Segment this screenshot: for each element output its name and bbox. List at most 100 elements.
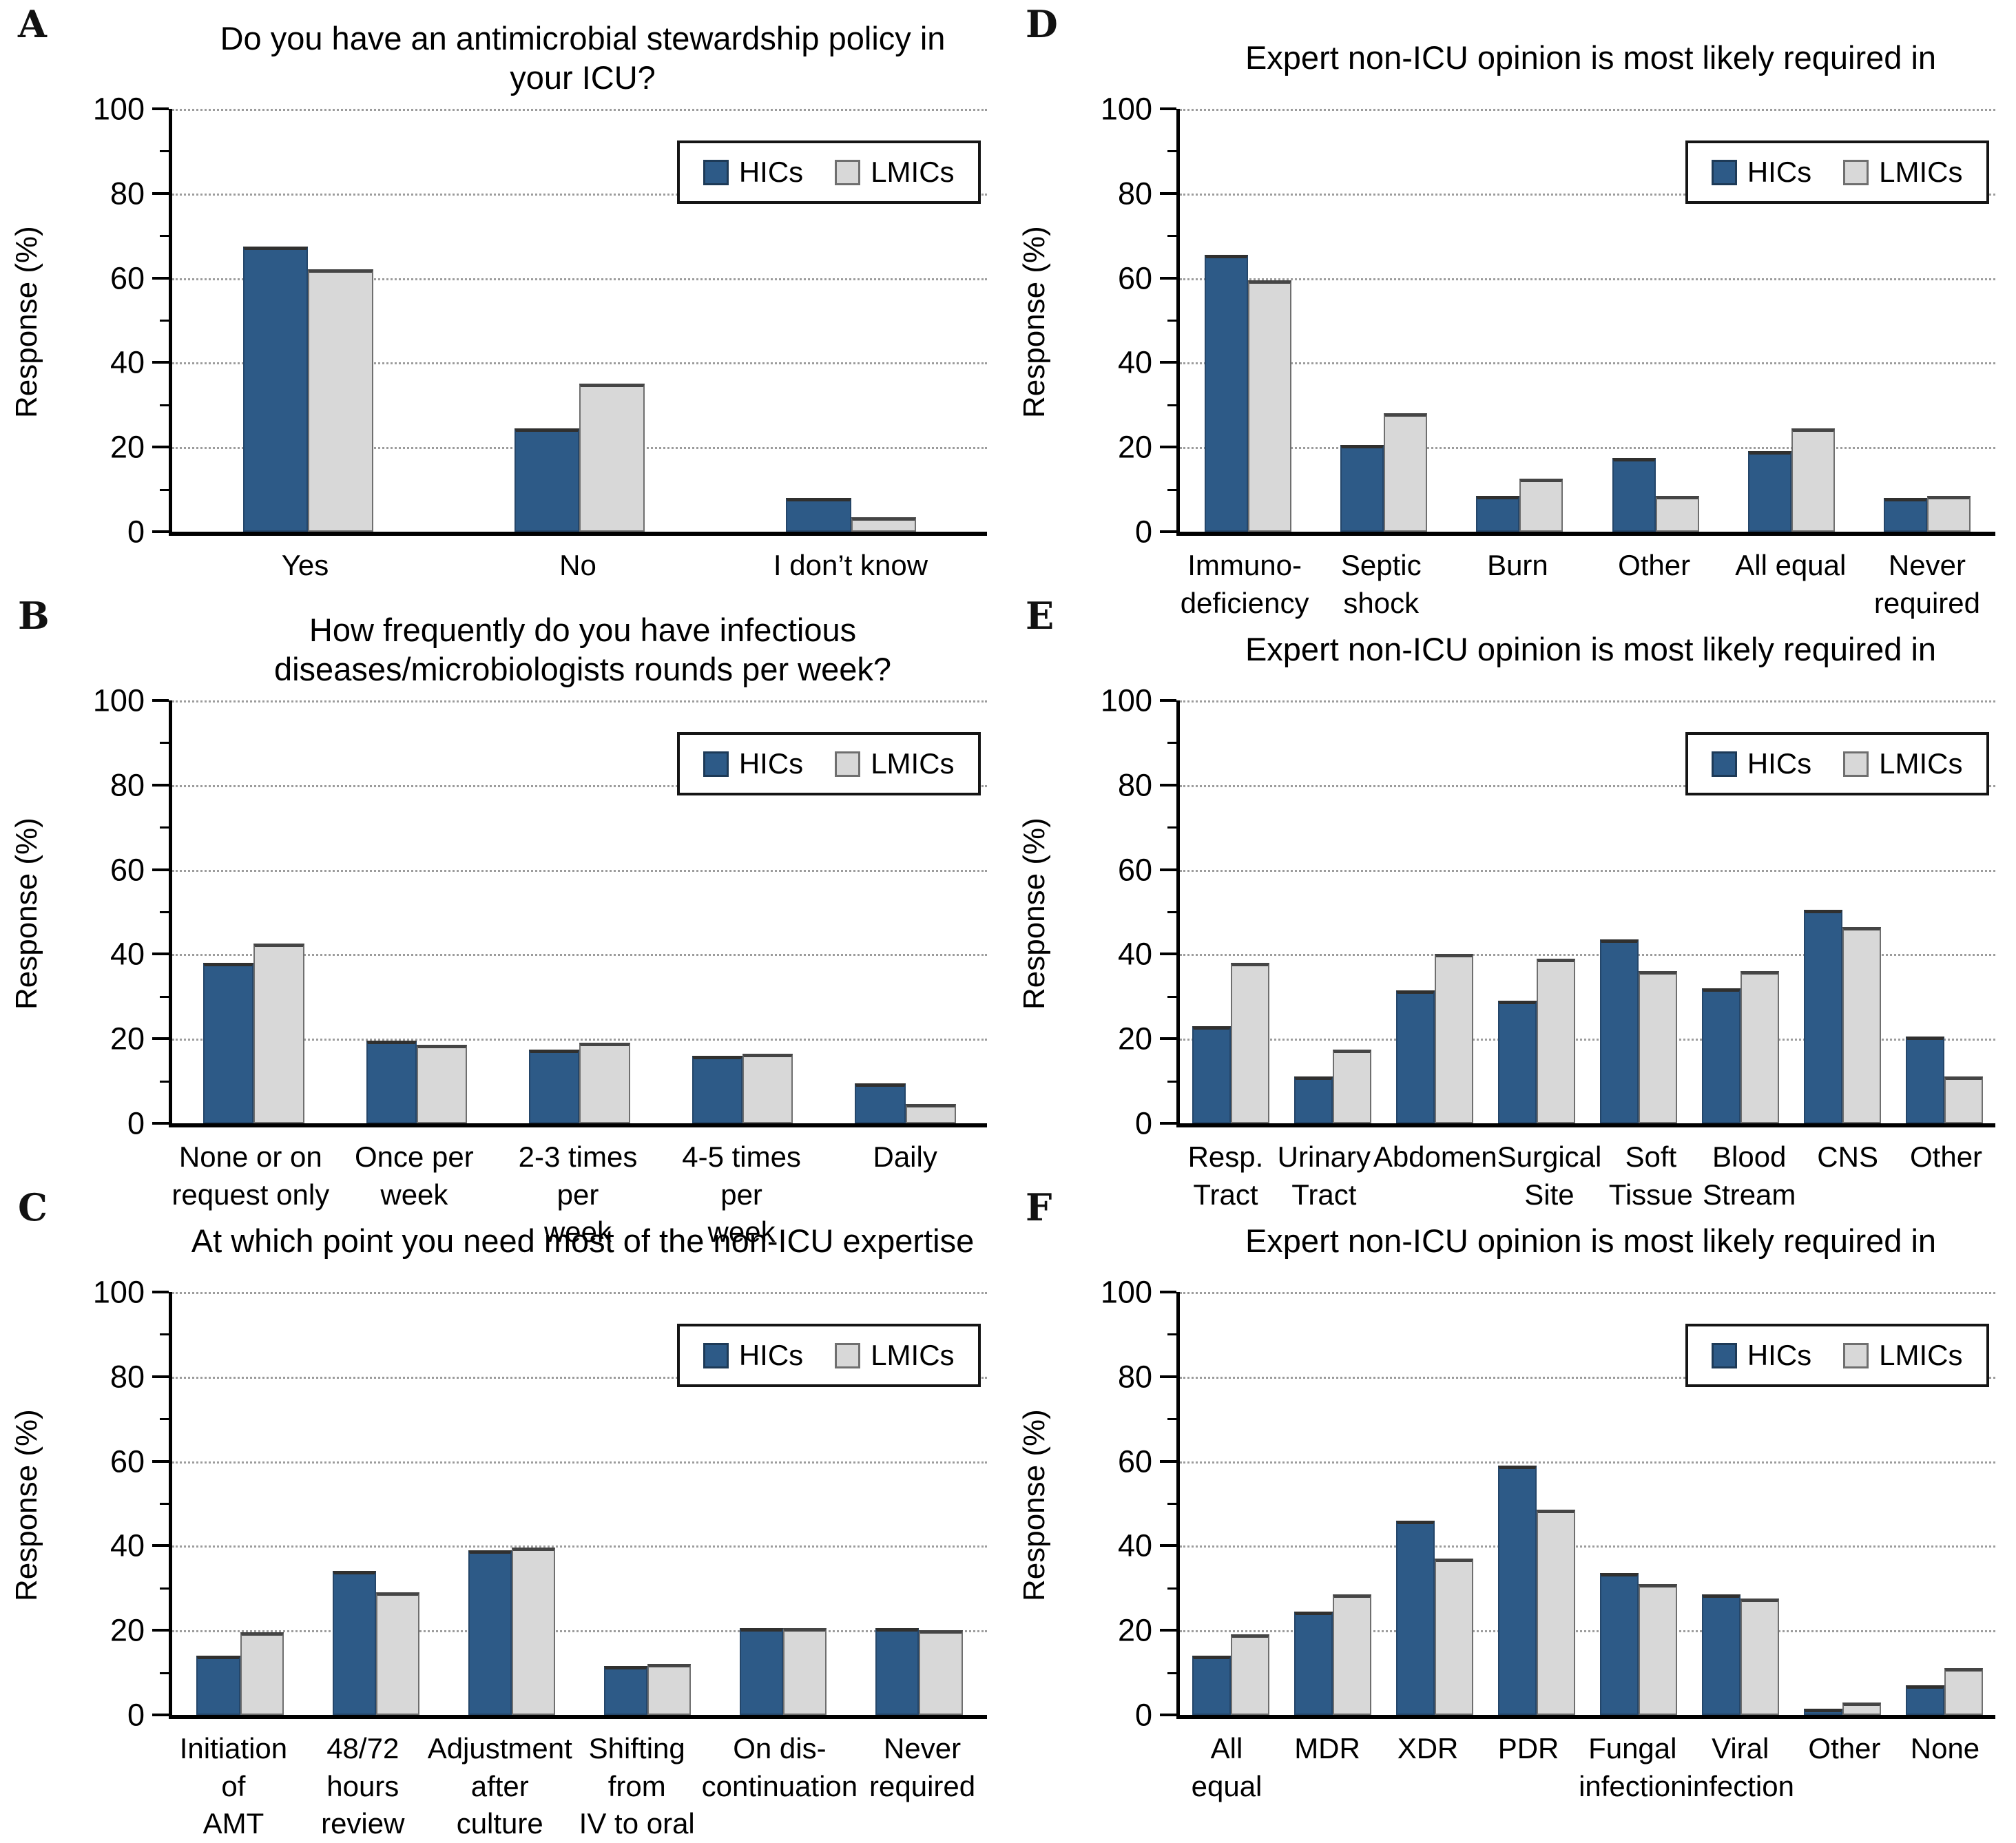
panel-letter: E (1026, 594, 1054, 638)
gridline-40 (172, 954, 987, 957)
y-tick-major (1160, 530, 1176, 533)
x-axis-labels: Immuno-deficiency Septic shock Burn Other Al… (1176, 536, 1995, 622)
y-tick-major (152, 1291, 169, 1293)
bar-hics (875, 1628, 919, 1715)
y-tick-minor (160, 150, 169, 153)
y-tick-minor (1167, 1080, 1176, 1083)
x-category-label: On dis-continuation (701, 1732, 858, 1802)
bar-hics (1905, 1685, 1944, 1715)
y-tick-major (1160, 783, 1176, 787)
gridline-60 (1180, 1461, 1995, 1464)
legend-item-hics: HICs (1711, 156, 1811, 189)
bar-lmics (1231, 962, 1270, 1123)
bar-lmics (919, 1630, 963, 1715)
gridline-40 (1180, 954, 1995, 957)
y-tick-minor (160, 742, 169, 745)
legend-swatch-icon (1711, 159, 1737, 185)
y-tick-label: 20 (110, 429, 145, 465)
y-tick-label: 80 (1117, 176, 1152, 211)
x-category-label: Abdomen (1373, 1141, 1497, 1173)
gridline-40 (172, 362, 987, 365)
y-tick-label: 20 (1117, 1021, 1152, 1056)
bar-group-all-equal (1180, 1292, 1282, 1715)
legend-swatch-icon (1843, 159, 1869, 185)
y-tick-major (1160, 276, 1176, 280)
bar-hics (1884, 497, 1928, 532)
y-tick-label: 40 (1117, 344, 1152, 380)
y-tick-minor (160, 320, 169, 322)
bar-hics (196, 1656, 240, 1715)
gridline-60 (172, 1461, 987, 1464)
y-tick-major (1160, 107, 1176, 110)
bar-lmics (647, 1664, 692, 1715)
x-category-label: Blood Stream (1703, 1141, 1796, 1211)
y-axis-label: Response (%) (10, 226, 43, 419)
bar-group-adjustment-after-culture (444, 1292, 579, 1715)
plot-area: 0 20 40 60 80 100 HICs LMICs (93, 685, 987, 1139)
gridline-20 (172, 1039, 987, 1041)
y-tick-label: 0 (1134, 1105, 1152, 1141)
legend-label: LMICs (871, 747, 955, 780)
x-category-label: Burn (1487, 549, 1548, 581)
y-tick-minor (160, 1587, 169, 1590)
bar-group-septic-shock (1316, 109, 1451, 532)
legend-item-lmics: LMICs (1843, 747, 1963, 780)
y-tick-major (152, 1714, 169, 1716)
bar-group-2-3-times-per-week (498, 700, 661, 1123)
bar-hics (740, 1628, 784, 1715)
y-tick-major (1160, 1291, 1176, 1293)
bar-hics (366, 1041, 417, 1123)
bar-group-other (1791, 1292, 1893, 1715)
bar-lmics (1333, 1049, 1372, 1123)
y-tick-major (152, 1375, 169, 1378)
y-tick-label: 80 (1117, 767, 1152, 803)
bar-group-none (1893, 1292, 1995, 1715)
bar-lmics (1791, 428, 1836, 532)
y-tick-minor (1167, 150, 1176, 153)
bar-hics (1701, 988, 1740, 1123)
y-axis-label: Response (%) (1017, 818, 1051, 1010)
y-tick-major (1160, 699, 1176, 702)
legend-item-lmics: LMICs (835, 747, 955, 780)
y-tick-major (152, 868, 169, 871)
y-tick-minor (160, 235, 169, 238)
bar-hics (1192, 1025, 1231, 1123)
panel-letter: B (18, 594, 50, 638)
x-category-label: Shifting from IV to oral (579, 1732, 695, 1840)
y-tick-major (152, 1629, 169, 1632)
y-tick-minor (1167, 488, 1176, 491)
y-tick-minor (1167, 1418, 1176, 1421)
bar-lmics (416, 1045, 468, 1123)
bar-lmics (253, 944, 304, 1123)
x-category-label: All equal (1735, 549, 1847, 581)
gridline-100 (172, 700, 987, 702)
panel-a: A Do you have an antimicrobial stewardshi… (0, 0, 1008, 592)
bar-lmics (1537, 958, 1576, 1123)
y-tick-label: 60 (110, 260, 145, 296)
y-tick-major (1160, 446, 1176, 449)
y-tick-major (152, 1459, 169, 1463)
y-tick-major (1160, 1459, 1176, 1463)
legend-swatch-icon (1843, 751, 1869, 777)
x-axis-labels: Initiation of AMT 48/72 hours review Adjustm… (169, 1719, 987, 1843)
y-tick-label: 100 (92, 91, 145, 127)
bar-lmics (1639, 970, 1678, 1123)
x-category-label: Surgical Site (1497, 1141, 1602, 1211)
plot-area: 0 20 40 60 80 100 HICs LMICs (1101, 94, 1995, 548)
x-category-label: MDR (1294, 1732, 1360, 1764)
bar-hics (1497, 1000, 1537, 1123)
x-category-label: Never required (1873, 549, 1980, 619)
bar-group-initiation-of-amt (172, 1292, 308, 1715)
bar-lmics (1435, 954, 1474, 1123)
chart-title: At which point you need most of the non-… (191, 1222, 975, 1260)
legend-item-hics: HICs (1711, 1339, 1811, 1372)
x-category-label: Viral infection (1686, 1732, 1794, 1802)
x-category-label: CNS (1817, 1141, 1878, 1173)
legend-label: LMICs (1879, 747, 1963, 780)
y-tick-major (1160, 952, 1176, 956)
legend-label: LMICs (871, 1339, 955, 1372)
panel-f: F Expert non-ICU opinion is most likely r… (1008, 1183, 2016, 1802)
bar-lmics (742, 1053, 793, 1123)
y-tick-minor (1167, 1503, 1176, 1505)
x-category-label: None or on request only (172, 1141, 330, 1211)
